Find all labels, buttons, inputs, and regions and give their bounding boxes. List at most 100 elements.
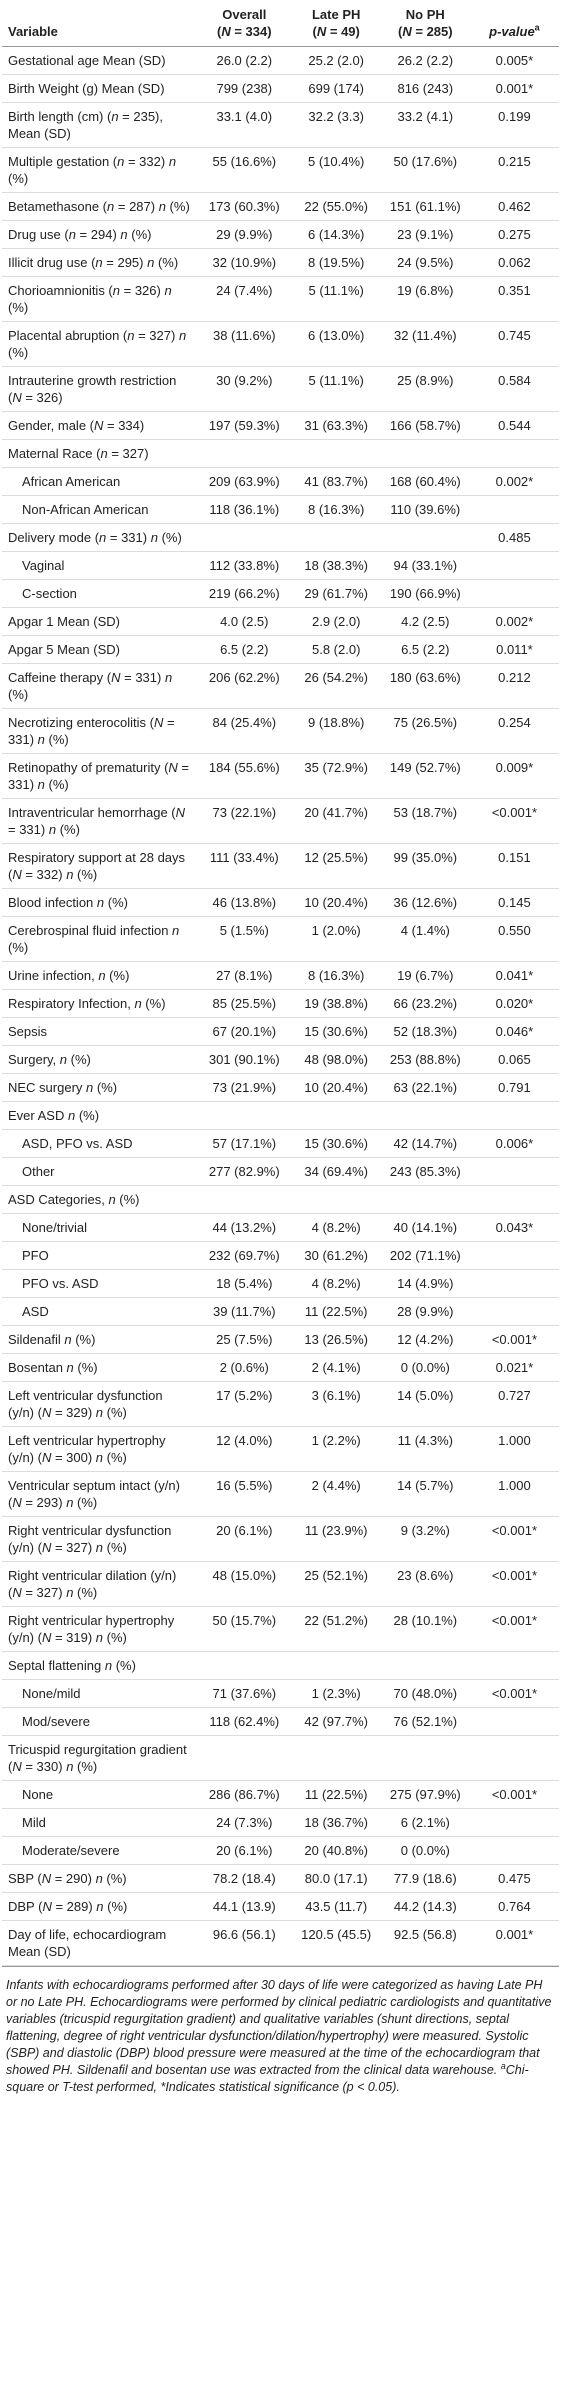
value-cell: 4.0 (2.5) xyxy=(196,607,292,636)
value-cell xyxy=(380,523,470,552)
variable-cell: Sildenafil n (%) xyxy=(2,1325,197,1354)
table-row: Respiratory support at 28 days (N = 332)… xyxy=(2,843,559,889)
header-cell: Overall (N = 334) xyxy=(196,2,292,47)
value-cell: 209 (63.9%) xyxy=(196,467,292,496)
variable-cell: Placental abruption (n = 327) n (%) xyxy=(2,321,197,367)
table-row: Apgar 5 Mean (SD) 6.5 (2.2) 5.8 (2.0) 6.5 (… xyxy=(2,635,559,664)
value-cell: 166 (58.7%) xyxy=(380,411,470,440)
variable-cell: Day of life, echocardiogram Mean (SD) xyxy=(2,1920,197,1966)
variable-cell: Chorioamnionitis (n = 326) n (%) xyxy=(2,276,197,322)
value-cell: 0.485 xyxy=(469,523,559,552)
value-cell: <0.001* xyxy=(469,1561,559,1607)
value-cell xyxy=(291,439,381,468)
variable-cell: Moderate/severe xyxy=(2,1836,197,1865)
footnote-marker: a xyxy=(500,2060,506,2071)
value-cell: 44 (13.2%) xyxy=(196,1213,292,1242)
value-cell: 48 (15.0%) xyxy=(196,1561,292,1607)
value-cell: 0.145 xyxy=(469,888,559,917)
value-cell: 0.021* xyxy=(469,1353,559,1382)
value-cell: 32 (11.4%) xyxy=(380,321,470,367)
value-cell: 25 (8.9%) xyxy=(380,366,470,412)
footnote-note: Chi-square or T-test performed, *Indicat… xyxy=(6,2063,529,2094)
value-cell: 57 (17.1%) xyxy=(196,1129,292,1158)
value-cell: 19 (38.8%) xyxy=(291,989,381,1018)
table-row: Right ventricular dysfunction (y/n) (N =… xyxy=(2,1516,559,1562)
column-n: (N = 334) xyxy=(217,24,272,39)
variable-cell: ASD xyxy=(2,1297,197,1326)
header-row: Variable Overall (N = 334) Late PH (N = 49) N… xyxy=(2,2,559,47)
value-cell: 25.2 (2.0) xyxy=(291,46,381,75)
value-cell: 0.212 xyxy=(469,663,559,709)
value-cell: 219 (66.2%) xyxy=(196,579,292,608)
table-row: Intrauterine growth restriction (N = 326… xyxy=(2,366,559,412)
value-cell: 699 (174) xyxy=(291,74,381,103)
table-row: Cerebrospinal fluid infection n (%) 5 (1.… xyxy=(2,916,559,962)
value-cell: 0.462 xyxy=(469,192,559,221)
value-cell: 27 (8.1%) xyxy=(196,961,292,990)
table-row: Apgar 1 Mean (SD) 4.0 (2.5) 2.9 (2.0) 4.2 (… xyxy=(2,607,559,636)
variable-cell: Sepsis xyxy=(2,1017,197,1046)
value-cell: 34 (69.4%) xyxy=(291,1157,381,1186)
variable-cell: SBP (N = 290) n (%) xyxy=(2,1864,197,1893)
value-cell: 24 (7.3%) xyxy=(196,1808,292,1837)
table-row: African American 209 (63.9%) 41 (83.7%) 168… xyxy=(2,467,559,496)
value-cell xyxy=(291,1651,381,1680)
value-cell: 99 (35.0%) xyxy=(380,843,470,889)
value-cell: 53 (18.7%) xyxy=(380,798,470,844)
table-row: None 286 (86.7%) 11 (22.5%) 275 (97.9%) <0.0… xyxy=(2,1780,559,1809)
value-cell: 0.199 xyxy=(469,102,559,148)
value-cell xyxy=(196,523,292,552)
value-cell: 0.764 xyxy=(469,1892,559,1921)
value-cell: 202 (71.1%) xyxy=(380,1241,470,1270)
value-cell: 31 (63.3%) xyxy=(291,411,381,440)
table-row: None/mild 71 (37.6%) 1 (2.3%) 70 (48.0%) <0.… xyxy=(2,1679,559,1708)
variable-cell: PFO xyxy=(2,1241,197,1270)
value-cell: 17 (5.2%) xyxy=(196,1381,292,1427)
value-cell: 9 (3.2%) xyxy=(380,1516,470,1562)
variable-cell: Apgar 1 Mean (SD) xyxy=(2,607,197,636)
table-row: Placental abruption (n = 327) n (%) 38 (1… xyxy=(2,321,559,367)
column-label: Late PH xyxy=(311,7,361,22)
value-cell xyxy=(291,1101,381,1130)
value-cell: 2 (4.4%) xyxy=(291,1471,381,1517)
table-row: PFO 232 (69.7%) 30 (61.2%) 202 (71.1%) xyxy=(2,1241,559,1270)
value-cell: 110 (39.6%) xyxy=(380,495,470,524)
header-cell: Variable xyxy=(2,2,197,47)
variable-cell: Mod/severe xyxy=(2,1707,197,1736)
variable-cell: Respiratory support at 28 days (N = 332)… xyxy=(2,843,197,889)
variable-cell: Right ventricular dysfunction (y/n) (N =… xyxy=(2,1516,197,1562)
variable-cell: Respiratory Infection, n (%) xyxy=(2,989,197,1018)
value-cell: 36 (12.6%) xyxy=(380,888,470,917)
variable-cell: None/trivial xyxy=(2,1213,197,1242)
value-cell: 112 (33.8%) xyxy=(196,551,292,580)
variable-cell: None/mild xyxy=(2,1679,197,1708)
value-cell: 0.005* xyxy=(469,46,559,75)
variable-cell: Vaginal xyxy=(2,551,197,580)
value-cell xyxy=(469,1836,559,1865)
table-row: Delivery mode (n = 331) n (%) 0.485 xyxy=(2,523,559,552)
value-cell: 168 (60.4%) xyxy=(380,467,470,496)
value-cell xyxy=(380,439,470,468)
variable-cell: Retinopathy of prematurity (N = 331) n (… xyxy=(2,753,197,799)
table-row: Retinopathy of prematurity (N = 331) n (… xyxy=(2,753,559,799)
table-row: Betamethasone (n = 287) n (%) 173 (60.3%)… xyxy=(2,192,559,221)
value-cell xyxy=(469,439,559,468)
column-label: No PH xyxy=(405,7,445,22)
value-cell: 1 (2.3%) xyxy=(291,1679,381,1708)
p-value-label: p-value xyxy=(489,24,535,39)
value-cell: 816 (243) xyxy=(380,74,470,103)
value-cell xyxy=(380,1185,470,1214)
value-cell: 0.544 xyxy=(469,411,559,440)
value-cell xyxy=(469,1297,559,1326)
value-cell: 16 (5.5%) xyxy=(196,1471,292,1517)
value-cell: 52 (18.3%) xyxy=(380,1017,470,1046)
value-cell: 26 (54.2%) xyxy=(291,663,381,709)
value-cell: 5.8 (2.0) xyxy=(291,635,381,664)
value-cell: 6.5 (2.2) xyxy=(380,635,470,664)
value-cell: 44.1 (13.9) xyxy=(196,1892,292,1921)
table-row: ASD, PFO vs. ASD 57 (17.1%) 15 (30.6%) 42 (… xyxy=(2,1129,559,1158)
value-cell: 18 (38.3%) xyxy=(291,551,381,580)
table-row: Other 277 (82.9%) 34 (69.4%) 243 (85.3%) xyxy=(2,1157,559,1186)
value-cell: 0.727 xyxy=(469,1381,559,1427)
value-cell: 4 (8.2%) xyxy=(291,1213,381,1242)
